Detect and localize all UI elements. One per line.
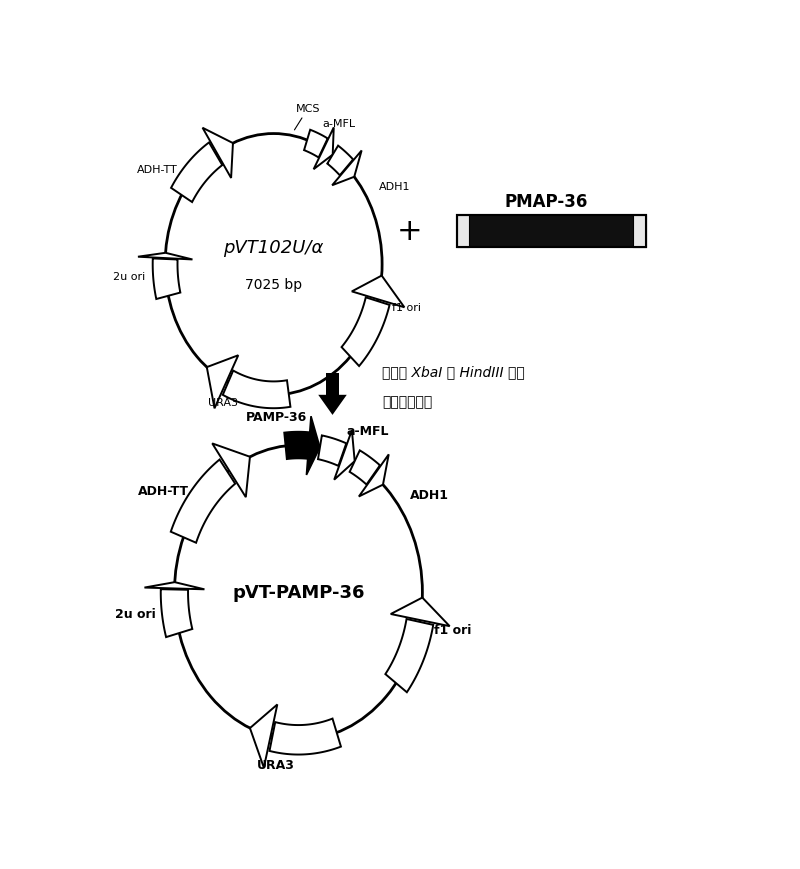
Text: +: + — [397, 217, 423, 246]
Bar — [634, 216, 646, 249]
Polygon shape — [390, 598, 450, 627]
Polygon shape — [386, 620, 434, 693]
Polygon shape — [342, 298, 390, 367]
Polygon shape — [318, 395, 346, 415]
Text: 切后，连接。: 切后，连接。 — [382, 395, 432, 408]
Polygon shape — [350, 451, 380, 485]
Polygon shape — [332, 151, 362, 186]
Text: PMAP-36: PMAP-36 — [505, 192, 588, 210]
Polygon shape — [222, 371, 290, 408]
Text: URA3: URA3 — [208, 398, 238, 408]
Bar — [457, 216, 646, 249]
Text: 2u ori: 2u ori — [115, 607, 156, 620]
Text: PAMP-36: PAMP-36 — [246, 411, 307, 424]
Polygon shape — [270, 719, 341, 754]
Text: a-MFL: a-MFL — [322, 118, 355, 129]
Text: a-MFL: a-MFL — [346, 425, 389, 438]
Text: pVT-PAMP-36: pVT-PAMP-36 — [232, 584, 365, 601]
Polygon shape — [202, 129, 233, 179]
Text: 2u ori: 2u ori — [114, 271, 146, 282]
Polygon shape — [314, 129, 334, 170]
Polygon shape — [170, 460, 235, 543]
Polygon shape — [171, 143, 222, 202]
Polygon shape — [318, 436, 346, 467]
Text: ADH-TT: ADH-TT — [138, 484, 189, 497]
Polygon shape — [212, 444, 250, 498]
Text: ADH1: ADH1 — [379, 182, 410, 192]
Polygon shape — [284, 432, 309, 460]
Text: f1 ori: f1 ori — [434, 623, 471, 636]
Bar — [457, 216, 646, 249]
Polygon shape — [250, 705, 278, 768]
Polygon shape — [207, 355, 238, 408]
Polygon shape — [138, 254, 193, 260]
Text: 分别用 XbaI 和 HindIII 双酶: 分别用 XbaI 和 HindIII 双酶 — [382, 365, 525, 379]
Text: MCS: MCS — [294, 103, 321, 130]
Text: URA3: URA3 — [257, 758, 295, 771]
Text: ADH-TT: ADH-TT — [137, 165, 178, 175]
Text: 7025 bp: 7025 bp — [245, 278, 302, 292]
Polygon shape — [327, 147, 353, 176]
Text: f1 ori: f1 ori — [392, 302, 421, 312]
Polygon shape — [359, 454, 389, 497]
Polygon shape — [306, 417, 320, 475]
Bar — [326, 374, 339, 395]
Text: ADH1: ADH1 — [410, 488, 449, 501]
Text: pVT102U/α: pVT102U/α — [223, 239, 324, 257]
Polygon shape — [153, 259, 180, 300]
Polygon shape — [145, 582, 205, 590]
Polygon shape — [161, 589, 192, 637]
Polygon shape — [334, 431, 354, 481]
Polygon shape — [352, 276, 404, 308]
Bar — [457, 216, 469, 249]
Polygon shape — [304, 130, 328, 158]
